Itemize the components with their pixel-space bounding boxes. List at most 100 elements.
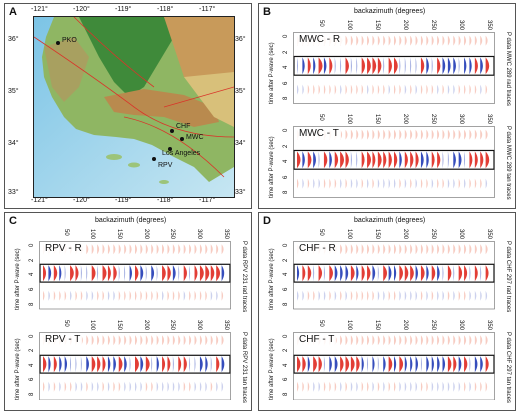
main-pulse [437,355,440,372]
upper-pulse [367,334,370,345]
main-pulse [394,151,398,169]
backazimuth-tick: 150 [374,20,381,31]
lower-pulse [216,290,218,301]
main-pulse [118,265,120,282]
upper-pulse [458,129,461,140]
main-pulse [356,57,358,75]
upper-pulse [107,334,110,345]
station-mwc-marker [180,137,184,141]
lower-pulse [329,290,331,301]
main-pulse [210,265,215,282]
main-pulse [404,57,406,75]
upper-pulse [345,129,348,140]
main-pulse [199,265,204,282]
main-pulse [458,355,462,372]
main-pulse [485,57,490,75]
upper-pulse [345,35,348,46]
map-graphic [34,17,234,197]
lower-pulse [302,178,304,189]
upper-pulse [183,244,186,255]
main-pulse [431,151,435,169]
upper-pulse [394,334,396,345]
upper-pulse [189,334,192,345]
lower-pulse [297,178,299,189]
backazimuth-tick: 50 [318,319,325,327]
component-label-r: MWC - R [297,34,343,45]
main-pulse [302,57,305,75]
main-pulse [53,355,57,372]
upper-pulse [442,334,445,345]
lower-pulse [199,290,202,301]
upper-pulse [442,35,445,46]
lower-pulse [453,84,455,95]
lower-pulse [80,290,83,301]
lower-pulse [361,381,364,392]
station-chf-marker [170,129,174,133]
lat-tick: 35° [235,88,246,95]
lower-pulse [80,381,83,392]
lower-pulse [447,381,450,392]
time-tick: 6 [283,378,289,382]
lower-pulse [53,381,56,392]
lower-pulse [356,84,358,95]
lat-tick: 36° [235,36,246,43]
upper-pulse [167,244,170,255]
lower-pulse [469,178,471,189]
lower-pulse [388,178,391,189]
main-pulse [388,355,393,372]
lower-pulse [162,290,164,301]
upper-pulse [372,35,375,46]
lower-pulse [307,381,310,392]
highlight-box [39,263,231,283]
lon-tick: -120° [73,6,90,13]
upper-pulse [485,129,488,140]
time-tick: 0 [283,243,289,247]
lower-pulse [340,290,342,301]
upper-pulse [350,129,353,140]
upper-pulse [420,334,423,345]
main-pulse [356,151,358,169]
time-tick: 2 [283,50,289,54]
upper-pulse [377,334,380,345]
lower-pulse [372,178,374,189]
main-pulse [474,151,478,169]
station-chf-label: CHF [176,123,191,130]
upper-pulse [356,244,359,255]
main-pulse [464,151,466,169]
upper-pulse [178,334,181,345]
lower-pulse [404,178,407,189]
upper-pulse [172,244,175,255]
fault-line [34,36,234,138]
main-pulse [426,265,429,282]
backazimuth-tick: 200 [402,229,409,240]
lower-pulse [361,178,364,189]
main-pulse [107,265,111,282]
time-tick: 0 [29,334,35,338]
panel-b-label: B [263,6,271,18]
main-pulse [64,355,68,372]
main-pulse [377,151,382,169]
lower-pulse [350,381,353,392]
plot-frame [293,241,495,310]
main-pulse [361,355,364,372]
lower-pulse [129,290,132,301]
lower-pulse [194,381,197,392]
main-pulse [199,355,203,372]
main-pulse [442,355,446,372]
lower-pulse [377,84,380,95]
lower-pulse [458,178,461,189]
upper-pulse [189,244,192,255]
panel-a-map: A -121° -120° -119° -118° -117° -121° -1… [4,3,252,209]
upper-pulse [415,334,418,345]
trace-count-label: P data MWC 289 rad traces [505,32,511,106]
upper-pulse [447,35,450,46]
upper-pulse [107,244,110,255]
main-pulse [356,355,360,372]
backazimuth-tick: 50 [318,20,325,27]
backazimuth-tick: 250 [430,20,437,31]
main-pulse [221,355,225,372]
upper-pulse [388,334,391,345]
upper-pulse [216,334,219,345]
upper-pulse [367,129,370,140]
backazimuth-title: backazimuth (degrees) [354,8,426,15]
